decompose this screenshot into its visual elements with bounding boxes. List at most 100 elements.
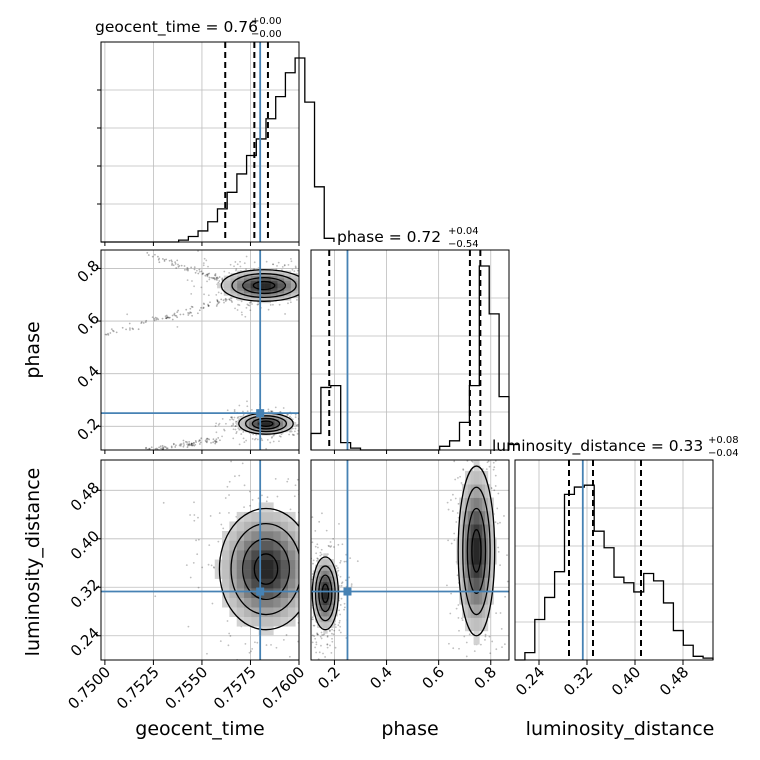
sample-point <box>165 317 168 320</box>
density-cell <box>287 420 292 423</box>
sample-point <box>201 273 204 276</box>
density-cell <box>290 278 298 281</box>
density-cell <box>266 431 271 434</box>
density-cell <box>290 285 298 289</box>
density-cell <box>266 540 274 551</box>
title-name-luminosity-distance: luminosity_distance <box>492 437 646 456</box>
sample-point <box>335 565 338 567</box>
density-cell <box>487 577 492 592</box>
sample-point <box>450 542 453 545</box>
sample-point <box>161 258 164 260</box>
density-cell <box>333 604 336 611</box>
sample-point <box>206 274 209 276</box>
sample-point <box>214 441 217 444</box>
sample-point <box>170 446 173 449</box>
sample-point <box>224 298 227 301</box>
sample-point <box>316 543 319 546</box>
sample-point <box>340 584 343 587</box>
sample-point <box>302 284 304 286</box>
sample-point <box>172 264 175 267</box>
sample-point <box>461 619 464 622</box>
sample-point <box>270 436 273 439</box>
sample-point <box>484 633 487 636</box>
sample-point <box>271 436 274 438</box>
sample-point <box>205 438 208 441</box>
sample-point <box>279 435 282 438</box>
sample-point <box>343 602 346 605</box>
sample-point <box>186 266 189 269</box>
sample-point <box>294 265 297 268</box>
sample-point <box>497 550 500 553</box>
density-cell <box>278 415 284 418</box>
sample-point <box>270 410 273 413</box>
sample-point <box>162 447 165 449</box>
density-cell <box>258 521 267 532</box>
sample-point <box>494 521 497 524</box>
sample-point <box>144 321 147 324</box>
sample-point <box>338 619 341 622</box>
sample-point <box>491 640 494 643</box>
density-cell <box>236 530 245 541</box>
density-cell <box>464 510 469 525</box>
density-cell <box>284 273 292 276</box>
density-cell <box>315 576 318 583</box>
sample-point <box>259 662 261 664</box>
sample-point <box>107 333 110 336</box>
density-cell <box>264 297 272 301</box>
sample-point <box>180 443 183 446</box>
sample-point <box>284 313 286 315</box>
sample-point <box>456 574 459 577</box>
density-cell <box>243 295 251 299</box>
density-cell <box>229 569 238 579</box>
sample-point <box>326 643 329 646</box>
density-cell <box>244 578 252 589</box>
sample-point <box>187 625 190 628</box>
sample-point <box>223 428 225 431</box>
density-cell <box>319 599 322 606</box>
density-cell <box>321 599 324 606</box>
sample-point <box>227 644 230 647</box>
sample-point <box>192 562 195 564</box>
sample-point <box>291 418 294 421</box>
density-cell <box>274 430 280 433</box>
sample-point <box>190 444 192 446</box>
density-cell <box>278 420 284 423</box>
density-cell <box>329 610 332 617</box>
density-cell <box>325 593 328 600</box>
sample-point <box>313 624 316 627</box>
sample-point <box>256 641 259 644</box>
sample-point <box>304 277 306 279</box>
sample-point <box>155 447 158 450</box>
density-cell <box>244 559 252 570</box>
sample-point <box>191 442 193 445</box>
hist-panel-luminosity-distance-frame <box>514 459 714 661</box>
sample-point <box>254 641 256 644</box>
density-cell <box>258 540 267 551</box>
density-cell <box>230 278 238 281</box>
sample-point <box>309 585 311 587</box>
sample-point <box>299 549 301 551</box>
density-cell <box>264 275 272 279</box>
density-cell <box>223 285 231 289</box>
sample-point <box>302 552 304 554</box>
sample-point <box>146 251 149 254</box>
sample-point <box>487 460 490 463</box>
sample-point <box>330 651 333 654</box>
sample-point <box>291 433 294 436</box>
sample-point <box>302 275 304 277</box>
density-cell <box>214 569 223 579</box>
sample-point <box>189 576 192 579</box>
sample-point <box>274 477 277 480</box>
density-cell <box>278 423 284 426</box>
density-cell <box>237 280 245 284</box>
sample-point <box>216 299 219 302</box>
sample-point <box>241 462 244 465</box>
sample-point <box>145 319 148 322</box>
density-cell <box>229 588 238 598</box>
sample-point <box>216 276 219 279</box>
sample-point <box>183 268 186 271</box>
sample-point <box>214 442 217 445</box>
density-cell <box>222 588 230 598</box>
density-cell <box>295 607 299 618</box>
density-cell <box>266 588 274 598</box>
